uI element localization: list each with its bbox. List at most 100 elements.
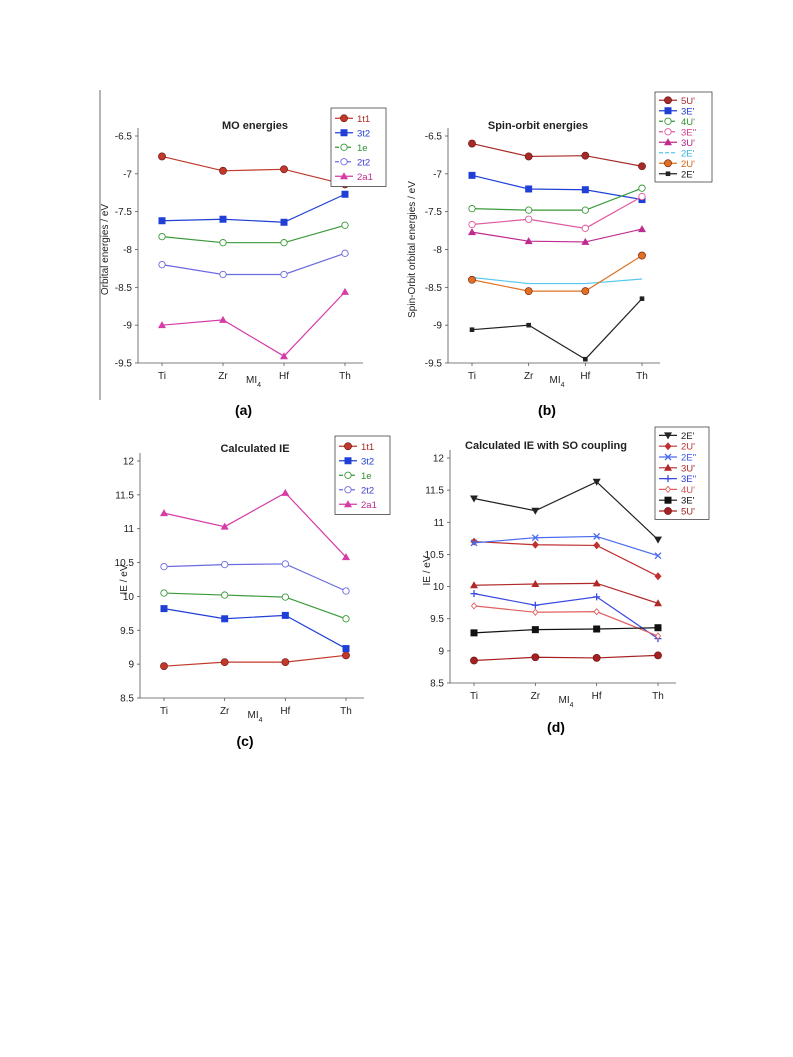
data-point — [638, 184, 646, 192]
data-point — [531, 507, 540, 515]
data-point — [158, 260, 166, 269]
chart-panel-3: 12 11.5 11 10.5 10 9.5 9 8.5 Ti Zr Hf Th Calculated … — [115, 435, 391, 749]
legend-marker — [665, 171, 671, 177]
y-tick-label: -9 — [123, 321, 132, 332]
legend-box — [654, 426, 710, 520]
y-tick-label: 10.5 — [425, 550, 445, 561]
y-tick-label: -8.5 — [115, 283, 133, 294]
series-line — [161, 291, 346, 357]
legend-marker — [664, 107, 672, 115]
legend-marker — [340, 143, 348, 151]
data-point — [470, 539, 478, 547]
series-1 — [470, 478, 662, 544]
legend-label: 3E'' — [681, 127, 696, 138]
y-tick-label: 12 — [123, 457, 135, 468]
series-5 — [160, 488, 350, 561]
x-tick-label: Ti — [160, 706, 168, 717]
data-point — [158, 232, 166, 241]
data-point — [654, 599, 662, 607]
x-tick-label: Th — [652, 691, 664, 702]
data-point — [654, 552, 662, 560]
data-point — [281, 593, 289, 601]
data-point — [470, 656, 478, 665]
y-tick-label: -6.5 — [425, 132, 443, 143]
legend-marker — [664, 507, 672, 515]
x-axis-label: MI4 — [558, 695, 573, 709]
data-point — [593, 607, 600, 616]
chart-panel-1: -6.5 -7 -7.5 -8 -8.5 -9 -9.5 Ti Zr Hf Th MO energie… — [99, 90, 387, 418]
legend-marker — [664, 475, 672, 483]
legend-label: 3U' — [681, 463, 695, 474]
data-point — [593, 541, 601, 550]
y-tick-label: -7.5 — [115, 207, 133, 218]
data-point — [219, 239, 227, 247]
data-point — [341, 287, 349, 295]
y-tick-label: 9 — [128, 660, 134, 671]
y-tick-label: 11.5 — [425, 486, 444, 497]
legend: 1t1 3t2 1e 2t2 2a1 — [334, 435, 391, 515]
data-point — [581, 186, 589, 194]
x-tick-label: Th — [636, 371, 648, 382]
legend-label: 2a1 — [361, 500, 377, 511]
series-3 — [160, 589, 350, 623]
data-point — [280, 165, 288, 174]
data-point — [468, 275, 476, 284]
data-point — [342, 645, 350, 653]
legend-label: 2E'' — [681, 453, 696, 464]
y-axis-label: Orbital energies / eV — [100, 204, 111, 295]
series-line — [473, 535, 659, 557]
data-point — [280, 218, 288, 226]
series-line — [471, 196, 643, 229]
y-tick-label: -9.5 — [115, 359, 133, 370]
legend-label: 1e — [361, 471, 372, 482]
data-point — [531, 601, 539, 609]
legend-marker — [664, 463, 672, 471]
series-line — [471, 228, 643, 243]
legend-marker — [344, 442, 352, 451]
series-line — [471, 142, 643, 167]
data-point — [342, 651, 350, 660]
series-1 — [468, 139, 646, 171]
y-tick-label: -6.5 — [115, 132, 133, 143]
series-line — [163, 563, 347, 592]
legend-box — [654, 91, 713, 183]
data-point — [525, 215, 533, 223]
data-point — [470, 537, 478, 546]
y-tick-label: 9.5 — [120, 626, 134, 637]
y-axis-label: Spin-Orbit orbital energies / eV — [407, 181, 418, 318]
legend-marker — [344, 471, 352, 479]
legend-label: 3E' — [681, 106, 695, 117]
legend-label: 2t2 — [357, 157, 370, 168]
series-line — [471, 174, 643, 201]
series-5 — [470, 590, 662, 643]
data-point — [160, 509, 168, 517]
series-5 — [158, 287, 349, 360]
series-2 — [468, 171, 646, 204]
data-point — [219, 270, 227, 279]
data-point — [639, 296, 645, 301]
series-2 — [470, 537, 662, 581]
data-point — [524, 237, 533, 245]
data-point — [342, 553, 350, 561]
series-line — [471, 255, 643, 292]
data-point — [654, 651, 662, 660]
legend-label: 2U' — [681, 442, 695, 453]
data-point — [470, 590, 478, 598]
legend-label: 4U' — [681, 485, 695, 496]
data-point — [593, 593, 601, 601]
legend: 1t1 3t2 1e 2t2 2a1 — [330, 107, 387, 187]
data-point — [654, 624, 662, 632]
y-tick-label: 10 — [433, 582, 445, 593]
x-tick-label: Th — [340, 706, 352, 717]
data-point — [531, 534, 539, 542]
series-line — [161, 155, 346, 186]
x-tick-label: Zr — [531, 691, 541, 702]
x-tick-label: Hf — [592, 691, 602, 702]
panel-label: (d) — [547, 719, 565, 735]
series-line — [473, 654, 659, 662]
data-point — [280, 270, 288, 279]
legend-label: 1t1 — [357, 114, 370, 125]
y-tick-label: 11 — [434, 518, 445, 529]
data-point — [638, 251, 646, 260]
data-point — [638, 192, 646, 201]
